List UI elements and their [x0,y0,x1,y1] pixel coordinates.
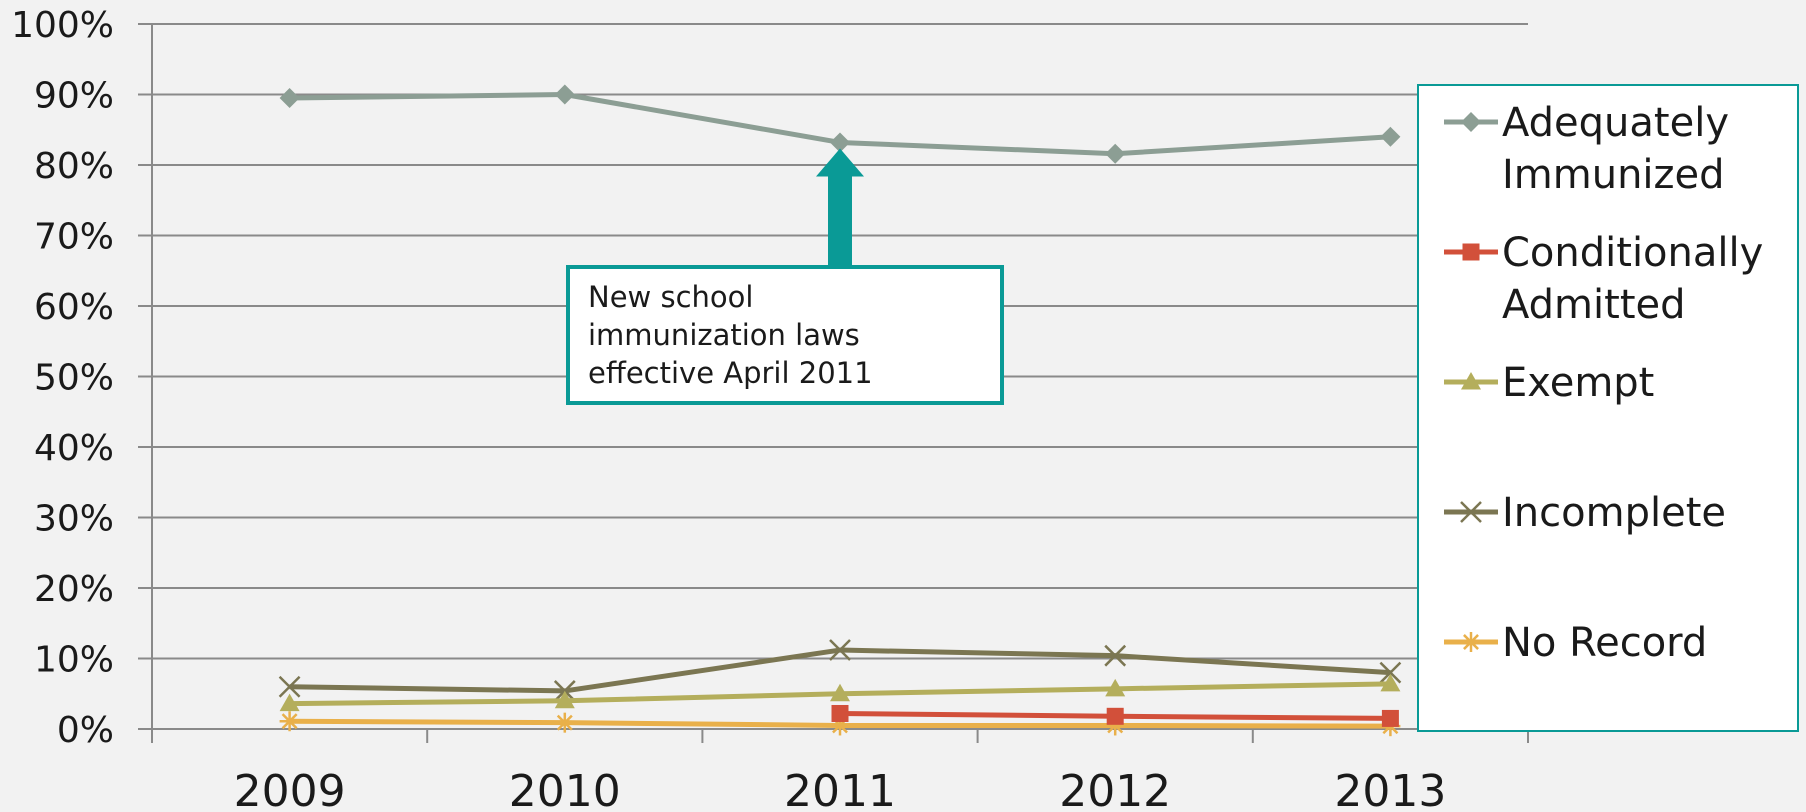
data-point-incomplete [1379,661,1402,684]
x-tick-label: 2009 [234,766,346,812]
legend-label: Admitted [1502,282,1686,328]
legend-marker-conditionally-admitted [1462,243,1480,261]
y-tick-label: 80% [34,146,114,187]
data-point-exempt [554,690,575,709]
annotation-arrow [816,148,864,268]
data-point-incomplete [278,675,301,698]
data-point-conditionally-admitted [1381,709,1399,727]
data-point-adequately-immunized [279,88,300,109]
legend-marker-no-record [1461,632,1481,652]
y-tick-label: 20% [34,569,114,610]
marker-stroke [281,713,298,730]
data-point-adequately-immunized [830,132,850,153]
y-tick-label: 70% [34,217,114,258]
data-point-exempt [1380,673,1401,692]
legend-box [1417,84,1799,732]
y-tick-label: 10% [34,640,114,681]
x-tick-label: 2012 [1059,766,1171,812]
marker-stroke [1463,634,1479,650]
legend-label: Incomplete [1502,490,1726,536]
legend-marker-adequately-immunized [1461,112,1481,132]
annotation-text: New school [588,280,753,314]
data-point-no-record [554,712,575,733]
annotation-box [566,265,1004,405]
data-point-incomplete [1104,644,1127,667]
marker-stroke [278,675,301,698]
legend-label: Conditionally [1502,230,1763,276]
data-point-adequately-immunized [1380,126,1401,147]
data-point-adequately-immunized [1105,143,1126,164]
legend-label: Adequately [1502,100,1729,146]
x-tick-label: 2013 [1334,766,1446,812]
legend-label: Exempt [1502,360,1654,406]
y-tick-label: 40% [34,428,114,469]
marker-stroke [1379,661,1402,684]
marker-stroke [829,639,851,661]
legend-marker-incomplete [1460,501,1482,523]
legend-label: Immunized [1502,152,1725,198]
legend-marker-exempt [1461,372,1481,390]
annotation-text: effective April 2011 [588,356,873,390]
data-point-conditionally-admitted [1106,707,1124,725]
data-point-no-record [279,711,300,732]
data-point-conditionally-admitted [831,704,849,722]
y-tick-label: 90% [34,76,114,117]
data-point-exempt [1105,678,1126,697]
y-tick-label: 30% [34,499,114,540]
annotation-text: immunization laws [588,318,860,352]
data-point-exempt [279,693,300,712]
data-point-incomplete [829,639,851,661]
marker-stroke [556,714,573,731]
y-tick-label: 60% [34,287,114,328]
y-tick-label: 0% [57,710,114,751]
x-tick-label: 2010 [509,766,621,812]
legend-label: No Record [1502,620,1707,666]
marker-stroke [1104,644,1127,667]
y-tick-label: 50% [34,358,114,399]
x-tick-label: 2011 [784,766,896,812]
marker-stroke [1460,501,1482,523]
data-point-exempt [830,683,850,702]
data-point-adequately-immunized [554,84,575,105]
y-tick-label: 100% [11,5,114,46]
